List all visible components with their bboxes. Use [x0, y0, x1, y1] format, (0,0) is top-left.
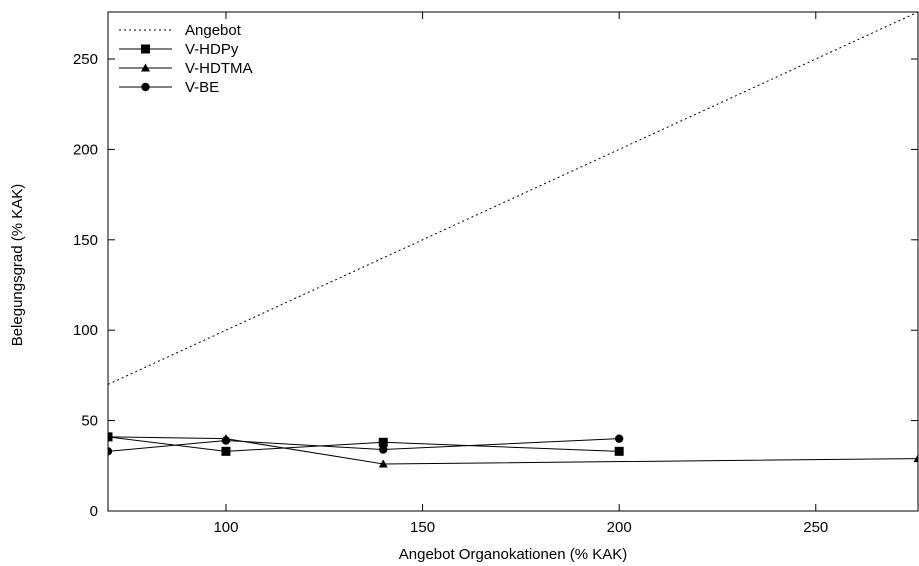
series-layer	[108, 12, 918, 468]
data-point-v-be	[108, 447, 113, 456]
data-point-v-hdtma	[108, 432, 113, 441]
y-tick-label: 100	[73, 322, 98, 339]
series-v-be	[108, 434, 624, 456]
x-tick-label: 100	[213, 519, 238, 536]
legend-marker-v-hdtma	[141, 63, 150, 72]
y-tick-label: 150	[73, 232, 98, 249]
legend-marker-v-hdpy	[141, 44, 150, 54]
series-line-v-be	[108, 438, 620, 452]
legend-label-v-hdtma: V-HDTMA	[185, 60, 253, 77]
y-axis-title: Belegungsgrad (% KAK)	[9, 184, 26, 347]
legend-label-v-be: V-BE	[185, 79, 219, 96]
data-point-v-be	[221, 436, 231, 445]
data-point-v-hdpy	[378, 437, 388, 447]
data-point-v-hdtma	[378, 459, 388, 468]
plot-frame	[107, 11, 919, 512]
data-point-v-be	[379, 445, 388, 454]
y-tick-label: 250	[73, 51, 98, 68]
x-tick-label: 150	[410, 519, 435, 536]
data-point-v-hdtma	[913, 454, 918, 463]
series-line-angebot	[108, 12, 918, 385]
y-tick-label: 0	[90, 503, 98, 520]
legend-label-v-hdpy: V-HDPy	[185, 41, 239, 58]
legend-label-angebot: Angebot	[185, 22, 242, 39]
legend-marker-v-be	[141, 82, 150, 92]
plot-area	[107, 11, 919, 512]
series-line-v-hdtma	[108, 436, 918, 465]
series-line-v-hdpy	[108, 436, 620, 452]
y-tick-label: 200	[73, 141, 98, 158]
legend: Angebot V-HDPy V-HDTMA V-BE	[119, 22, 253, 96]
x-tick-label: 200	[607, 519, 632, 536]
y-tick-label: 50	[81, 413, 98, 430]
data-point-v-hdpy	[221, 446, 231, 456]
x-axis-title: Angebot Organokationen (% KAK)	[399, 546, 627, 563]
x-tick-label: 250	[803, 519, 828, 536]
series-angebot	[108, 12, 918, 385]
data-point-v-hdpy	[614, 446, 624, 456]
data-point-v-be	[614, 434, 624, 443]
axes: 100 150 200 250 0 50 100 150 200 250	[73, 12, 918, 536]
